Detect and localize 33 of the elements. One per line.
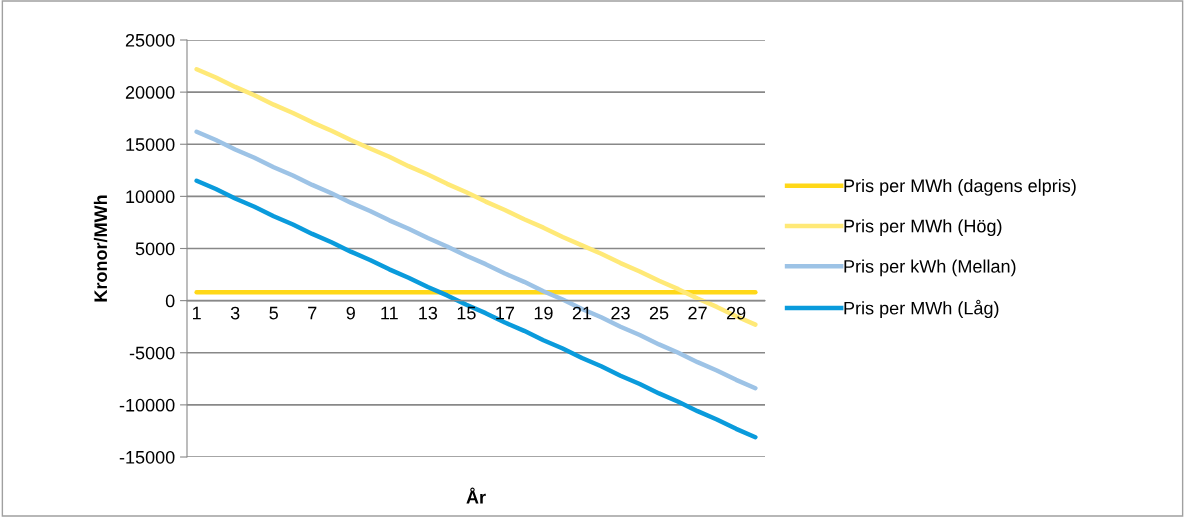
- y-tick-label: 5000: [135, 242, 175, 256]
- x-tick-label: 23: [611, 306, 630, 320]
- x-tick-label: 3: [230, 306, 240, 320]
- y-tick-label: 20000: [125, 86, 175, 99]
- x-tick-label: 19: [534, 306, 553, 320]
- y-tick-label: -5000: [129, 346, 175, 360]
- x-tick-label: 1: [192, 306, 201, 320]
- x-tick-label: 25: [649, 306, 669, 320]
- x-tick-label: 17: [496, 306, 515, 320]
- y-tick-label: 0: [165, 294, 175, 308]
- y-tick-label: 15000: [126, 138, 175, 151]
- line-series: [194, 66, 758, 327]
- x-tick-label: 7: [308, 306, 317, 320]
- x-tick-label: 21: [572, 306, 592, 320]
- y-tick-label: 25000: [125, 33, 175, 47]
- legend-label: Pris per MWh (dagens elpris): [844, 178, 1076, 196]
- x-tick-label: 9: [346, 306, 355, 320]
- line-series: [194, 129, 758, 391]
- legend-label: Pris per kWh (Mellan): [844, 259, 1016, 277]
- y-tick-label: 10000: [126, 190, 175, 204]
- x-tick-label: 27: [688, 306, 707, 320]
- x-axis-title: År: [466, 487, 486, 504]
- line-series: [194, 178, 758, 440]
- x-tick-label: 29: [726, 306, 746, 320]
- y-axis-title: Kronor/MWh: [93, 195, 108, 302]
- x-tick-label: 11: [381, 306, 398, 320]
- legend-label: Pris per MWh (Hög): [844, 219, 1002, 237]
- y-tick-label: -15000: [119, 450, 175, 464]
- x-tick-label: 15: [457, 306, 476, 320]
- legend-label: Pris per MWh (Låg): [844, 299, 999, 319]
- x-tick-label: 5: [269, 306, 278, 320]
- y-tick-label: -10000: [119, 398, 175, 412]
- x-tick-label: 13: [419, 306, 438, 320]
